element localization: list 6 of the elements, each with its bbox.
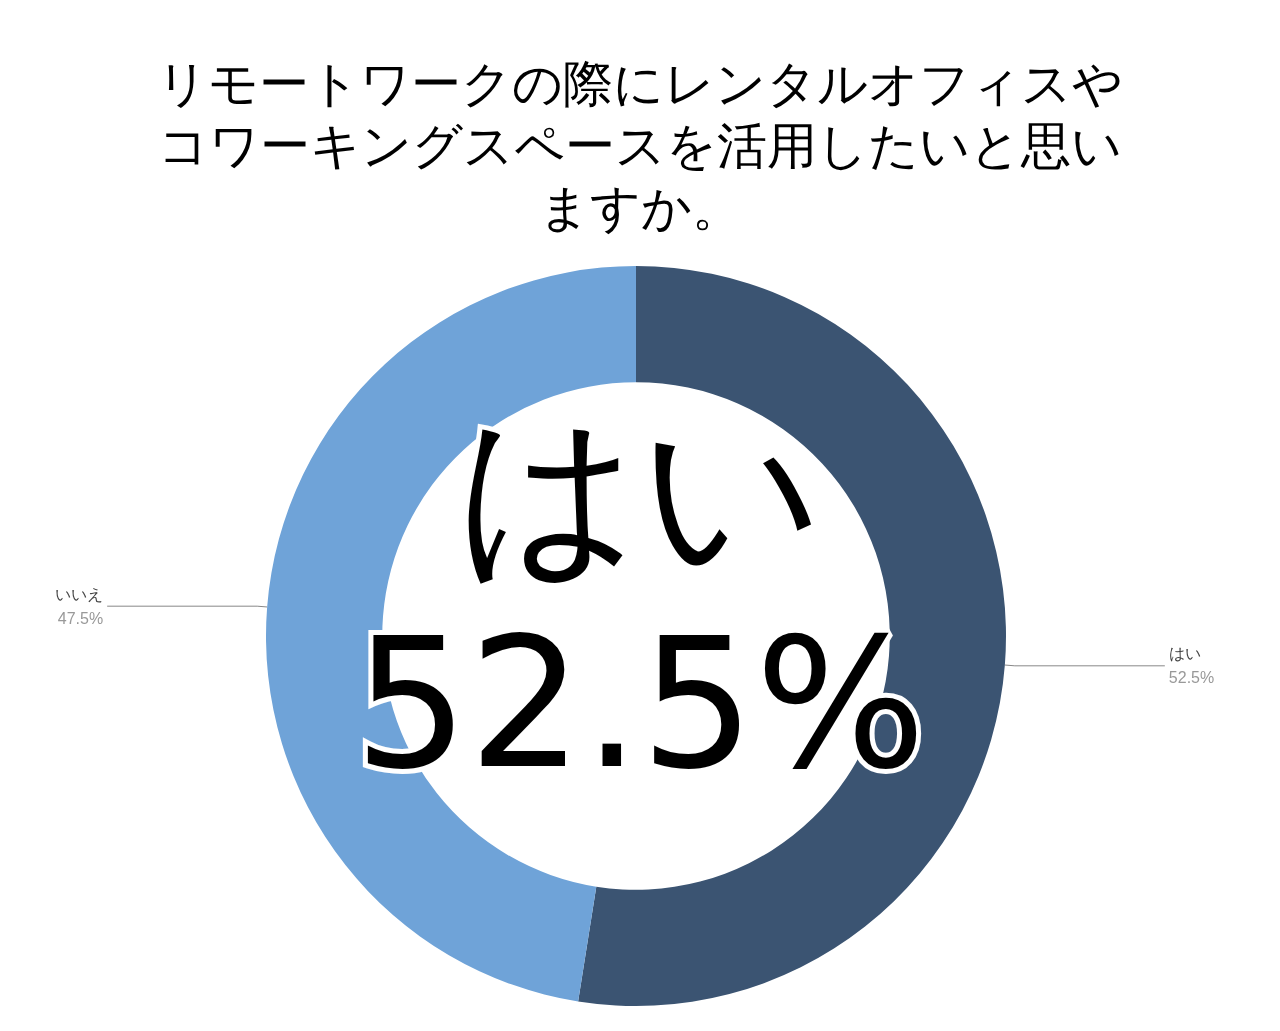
data-label: 52.5% [1168,669,1215,687]
slice-label: いいえ [55,585,104,603]
slice-label: はい [1168,645,1201,663]
data-label: 47.5% [57,609,104,627]
text: はい [456,388,824,598]
chart-title: リモートワークの際にレンタルオフィスやコワーキングスペースを活用したいと思いますか。 [157,55,1123,237]
